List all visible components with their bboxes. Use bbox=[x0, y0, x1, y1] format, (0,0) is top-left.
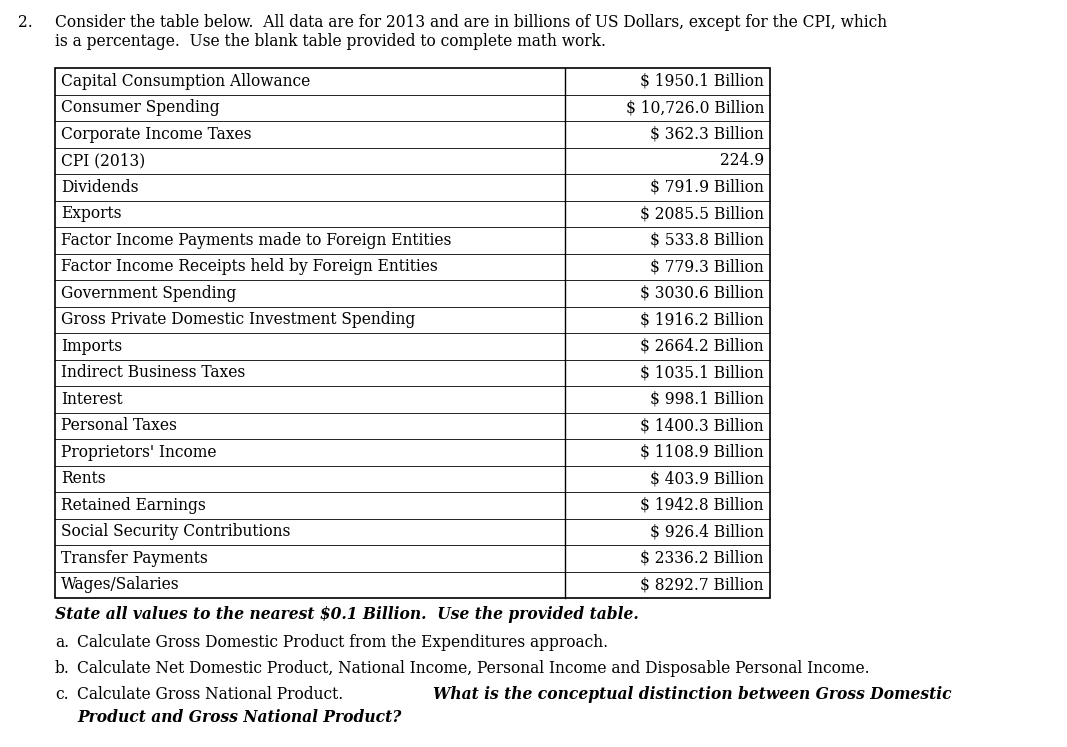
Text: State all values to the nearest $0.1 Billion.  Use the provided table.: State all values to the nearest $0.1 Bil… bbox=[55, 606, 639, 623]
Text: $ 533.8 Billion: $ 533.8 Billion bbox=[650, 232, 764, 249]
Text: Exports: Exports bbox=[61, 205, 122, 223]
Text: $ 791.9 Billion: $ 791.9 Billion bbox=[650, 179, 764, 196]
Text: Calculate Gross National Product.: Calculate Gross National Product. bbox=[77, 686, 353, 703]
Text: $ 10,726.0 Billion: $ 10,726.0 Billion bbox=[625, 99, 764, 117]
Text: $ 2664.2 Billion: $ 2664.2 Billion bbox=[640, 338, 764, 355]
Text: Consumer Spending: Consumer Spending bbox=[61, 99, 220, 117]
Text: $ 1035.1 Billion: $ 1035.1 Billion bbox=[640, 365, 764, 381]
Text: $ 2085.5 Billion: $ 2085.5 Billion bbox=[640, 205, 764, 223]
Bar bbox=[55, 68, 770, 598]
Text: 2.: 2. bbox=[18, 14, 33, 31]
Text: Indirect Business Taxes: Indirect Business Taxes bbox=[61, 365, 245, 381]
Text: Calculate Gross Domestic Product from the Expenditures approach.: Calculate Gross Domestic Product from th… bbox=[77, 634, 608, 651]
Text: a.: a. bbox=[55, 634, 69, 651]
Text: Wages/Salaries: Wages/Salaries bbox=[61, 576, 179, 593]
Text: Imports: Imports bbox=[61, 338, 122, 355]
Text: Capital Consumption Allowance: Capital Consumption Allowance bbox=[61, 72, 310, 90]
Text: $ 2336.2 Billion: $ 2336.2 Billion bbox=[640, 550, 764, 567]
Text: $ 8292.7 Billion: $ 8292.7 Billion bbox=[640, 576, 764, 593]
Text: Product and Gross National Product?: Product and Gross National Product? bbox=[77, 709, 401, 726]
Text: $ 3030.6 Billion: $ 3030.6 Billion bbox=[640, 285, 764, 302]
Text: Consider the table below.  All data are for 2013 and are in billions of US Dolla: Consider the table below. All data are f… bbox=[55, 14, 887, 31]
Text: Transfer Payments: Transfer Payments bbox=[61, 550, 208, 567]
Text: c.: c. bbox=[55, 686, 68, 703]
Text: $ 926.4 Billion: $ 926.4 Billion bbox=[650, 523, 764, 540]
Text: Factor Income Payments made to Foreign Entities: Factor Income Payments made to Foreign E… bbox=[61, 232, 451, 249]
Text: Rents: Rents bbox=[61, 471, 106, 487]
Text: $ 362.3 Billion: $ 362.3 Billion bbox=[650, 125, 764, 143]
Text: $ 779.3 Billion: $ 779.3 Billion bbox=[650, 258, 764, 275]
Text: Gross Private Domestic Investment Spending: Gross Private Domestic Investment Spendi… bbox=[61, 311, 415, 328]
Text: $ 403.9 Billion: $ 403.9 Billion bbox=[650, 471, 764, 487]
Text: What is the conceptual distinction between Gross Domestic: What is the conceptual distinction betwe… bbox=[433, 686, 952, 703]
Text: CPI (2013): CPI (2013) bbox=[61, 152, 145, 170]
Text: $ 1942.8 Billion: $ 1942.8 Billion bbox=[640, 497, 764, 514]
Text: Proprietors' Income: Proprietors' Income bbox=[61, 444, 217, 461]
Text: $ 1916.2 Billion: $ 1916.2 Billion bbox=[640, 311, 764, 328]
Text: is a percentage.  Use the blank table provided to complete math work.: is a percentage. Use the blank table pro… bbox=[55, 33, 606, 50]
Text: $ 998.1 Billion: $ 998.1 Billion bbox=[650, 391, 764, 408]
Text: Factor Income Receipts held by Foreign Entities: Factor Income Receipts held by Foreign E… bbox=[61, 258, 437, 275]
Text: Retained Earnings: Retained Earnings bbox=[61, 497, 206, 514]
Text: Corporate Income Taxes: Corporate Income Taxes bbox=[61, 125, 252, 143]
Text: 224.9: 224.9 bbox=[720, 152, 764, 170]
Text: Personal Taxes: Personal Taxes bbox=[61, 418, 177, 434]
Text: $ 1108.9 Billion: $ 1108.9 Billion bbox=[640, 444, 764, 461]
Text: Interest: Interest bbox=[61, 391, 123, 408]
Text: Government Spending: Government Spending bbox=[61, 285, 236, 302]
Text: Social Security Contributions: Social Security Contributions bbox=[61, 523, 290, 540]
Text: $ 1950.1 Billion: $ 1950.1 Billion bbox=[640, 72, 764, 90]
Text: Dividends: Dividends bbox=[61, 179, 139, 196]
Text: Calculate Net Domestic Product, National Income, Personal Income and Disposable : Calculate Net Domestic Product, National… bbox=[77, 660, 870, 677]
Text: b.: b. bbox=[55, 660, 69, 677]
Text: $ 1400.3 Billion: $ 1400.3 Billion bbox=[640, 418, 764, 434]
